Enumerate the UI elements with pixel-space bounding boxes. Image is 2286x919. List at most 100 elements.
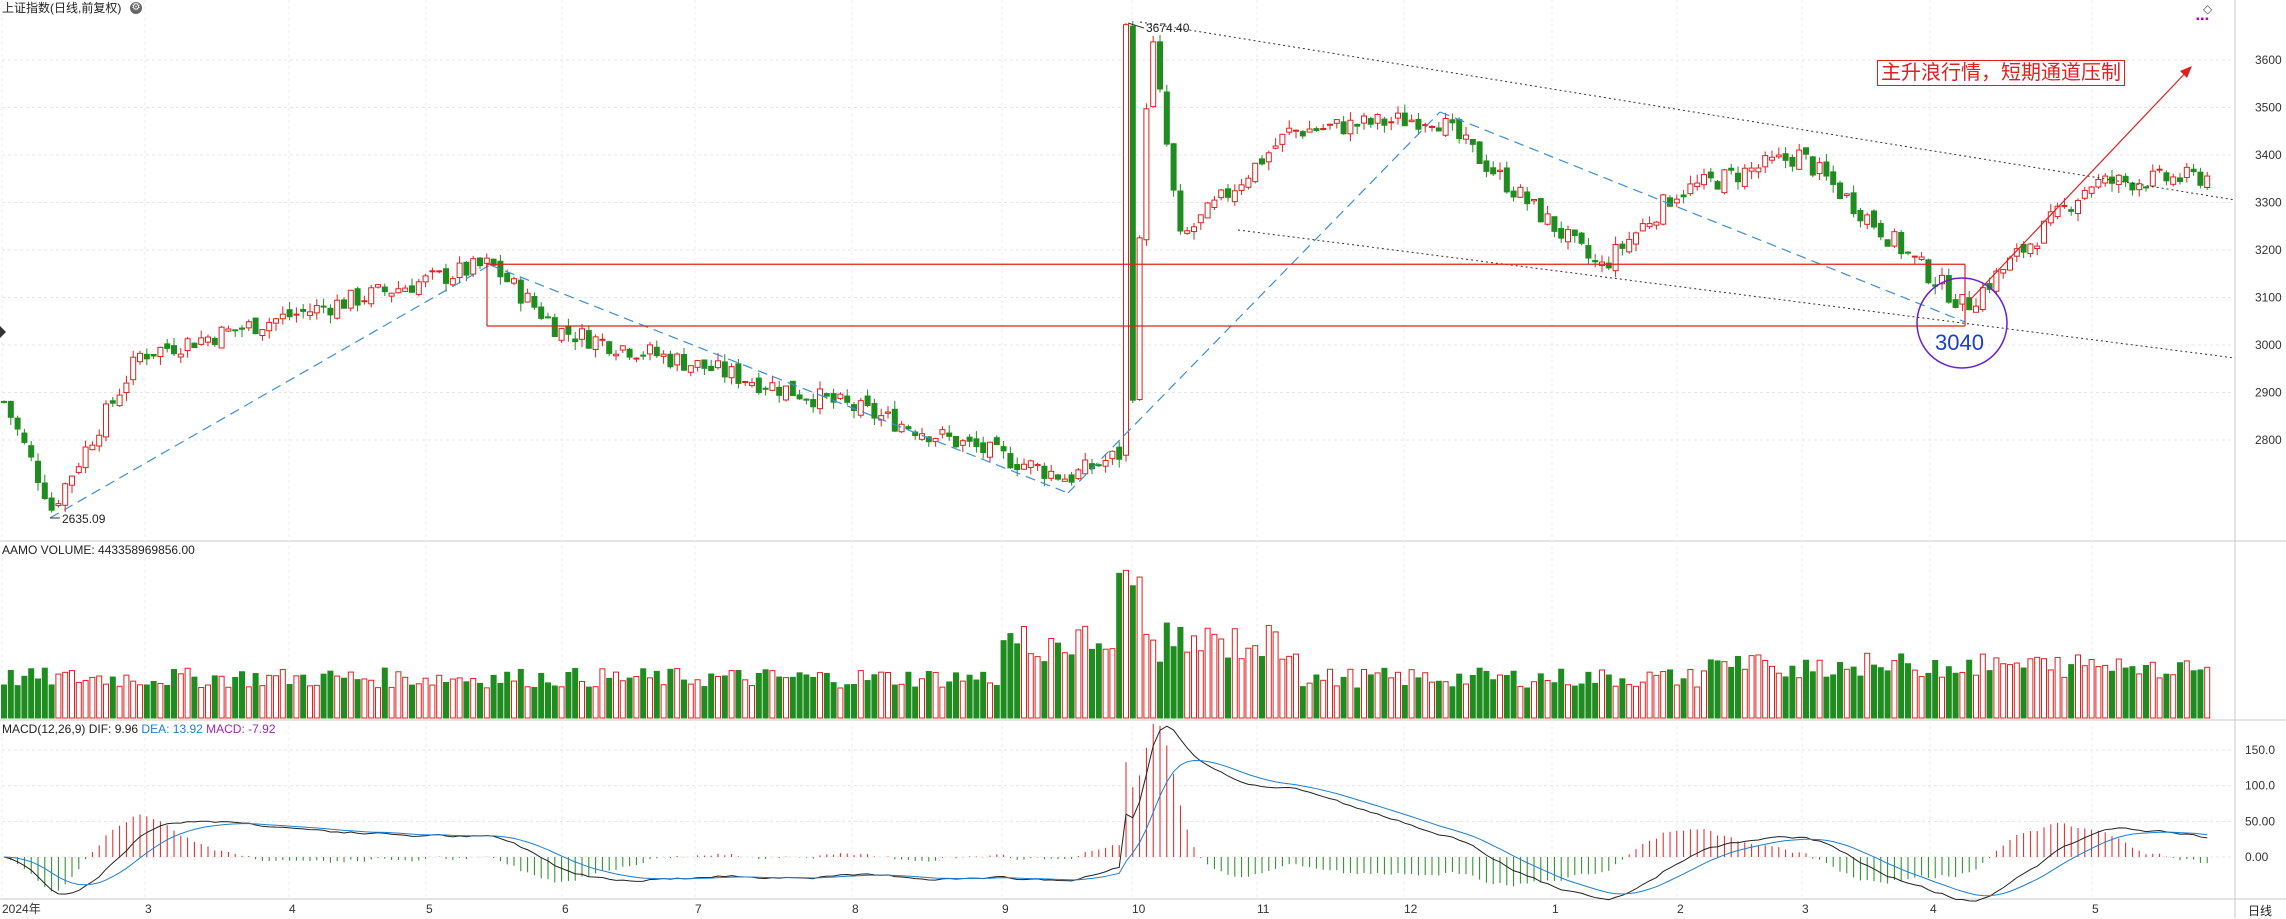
- volume-bar: [28, 668, 35, 719]
- candle-body: [429, 270, 436, 273]
- volume-bar: [490, 674, 497, 719]
- candle-body: [1857, 210, 1864, 222]
- volume-bar: [1075, 629, 1082, 719]
- volume-bar: [477, 682, 483, 719]
- volume-bar: [653, 670, 660, 719]
- candle-body: [2088, 186, 2095, 194]
- candle-body: [1762, 155, 1769, 168]
- volume-bar: [21, 675, 28, 719]
- candle-body: [742, 381, 749, 384]
- candle-body: [2109, 176, 2115, 184]
- candle-body: [721, 361, 728, 378]
- candle-body: [2027, 243, 2034, 255]
- volume-bar: [1191, 635, 1197, 719]
- volume-bar: [354, 679, 361, 719]
- candle-body: [82, 446, 89, 469]
- candle-body: [1653, 221, 1660, 226]
- volume-bar: [470, 678, 477, 719]
- volume-bar: [837, 687, 844, 719]
- volume-bar: [2027, 658, 2034, 719]
- volume-bar: [844, 684, 851, 719]
- candle-body: [1306, 128, 1313, 133]
- volume-bar: [1415, 677, 1422, 719]
- volume-bar: [878, 671, 885, 719]
- volume-bar: [830, 682, 837, 719]
- candle-body: [1490, 167, 1497, 175]
- candle-body: [1272, 145, 1279, 149]
- volume-bar: [1612, 685, 1619, 719]
- peak-pointer: [1127, 22, 1145, 29]
- volume-bar: [1048, 638, 1055, 719]
- candle-body: [837, 393, 844, 399]
- period-label[interactable]: 日线: [2248, 904, 2273, 918]
- circle-3040: [1916, 277, 2008, 369]
- candle-body: [1789, 156, 1796, 167]
- candle-body: [218, 326, 225, 349]
- volume-bar: [1157, 661, 1163, 719]
- volume-bar: [2143, 664, 2149, 719]
- volume-bar: [1395, 671, 1401, 719]
- candle-body: [1082, 459, 1089, 475]
- volume-bar: [1891, 660, 1898, 719]
- candle-body: [1109, 450, 1116, 460]
- candle-body: [184, 338, 191, 352]
- volume-bar: [1123, 569, 1129, 719]
- candle-body: [1898, 231, 1905, 255]
- volume-bar: [898, 683, 905, 719]
- candle-body: [1197, 214, 1204, 224]
- candle-body: [313, 305, 320, 314]
- settings-icon[interactable]: ⚙: [130, 2, 142, 14]
- volume-bar: [1843, 668, 1850, 719]
- diamond-icon[interactable]: ◇: [2203, 2, 2213, 16]
- volume-bar: [7, 669, 14, 719]
- volume-bar: [395, 671, 402, 719]
- volume-bar: [2163, 673, 2170, 719]
- candle-body: [2183, 166, 2190, 178]
- volume-bar: [1109, 648, 1116, 719]
- volume-bar: [1231, 628, 1238, 719]
- volume-bar: [735, 670, 742, 719]
- candle-body: [885, 411, 891, 414]
- candle-body: [1945, 275, 1952, 303]
- candle-body: [1279, 133, 1286, 145]
- candle-body: [708, 365, 715, 371]
- macd-tick-label: 0.00: [2245, 850, 2269, 864]
- candle-body: [1639, 223, 1646, 232]
- volume-bar: [1721, 661, 1728, 719]
- candle-body: [232, 329, 239, 332]
- left-arrow-icon[interactable]: [0, 326, 6, 338]
- volume-bar: [694, 679, 701, 719]
- candle-body: [1102, 460, 1109, 467]
- volume-bar: [1082, 625, 1089, 719]
- volume-bar: [1293, 653, 1299, 719]
- volume-bar: [143, 684, 150, 719]
- volume-bar: [1401, 684, 1408, 719]
- candle-body: [2143, 186, 2149, 189]
- volume-bar: [687, 683, 694, 719]
- candle-body: [62, 483, 69, 506]
- volume-bar: [1762, 660, 1769, 719]
- candle-body: [2156, 168, 2163, 171]
- candle-body: [497, 260, 504, 278]
- candle-body: [2034, 245, 2041, 249]
- candle-body: [1544, 213, 1551, 225]
- candle-body: [1619, 243, 1626, 249]
- more-dots-icon[interactable]: ▪▪▪: [2196, 14, 2210, 25]
- volume-bar: [959, 680, 966, 719]
- volume-bar: [885, 671, 891, 719]
- volume-bar: [497, 682, 504, 719]
- volume-bar: [1884, 670, 1891, 719]
- candle-body: [470, 258, 477, 275]
- volume-bar: [1918, 676, 1925, 719]
- candle-body: [409, 285, 415, 293]
- candle-body: [334, 299, 341, 319]
- candle-body: [1286, 127, 1293, 133]
- candle-body: [1605, 262, 1612, 269]
- candle-body: [1803, 147, 1809, 155]
- volume-bar: [1578, 683, 1585, 719]
- candle-body: [2190, 168, 2197, 173]
- candle-body: [1531, 199, 1537, 202]
- volume-bar: [1782, 676, 1789, 719]
- volume-bar: [2109, 670, 2115, 719]
- trend-arrow-head: [2180, 66, 2192, 78]
